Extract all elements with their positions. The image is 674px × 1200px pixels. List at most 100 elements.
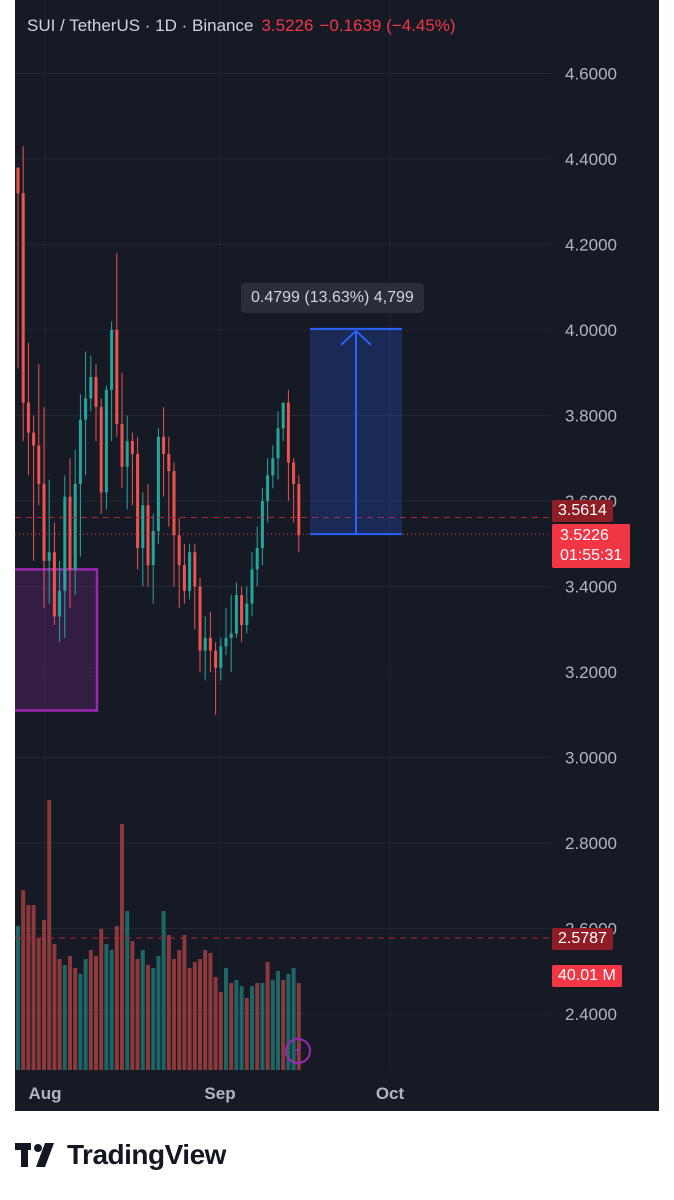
demand-zone	[15, 568, 99, 712]
price-change-label: −0.1639 (−4.45%)	[319, 16, 456, 35]
volume-bar	[270, 980, 275, 1070]
volume-bar	[291, 968, 296, 1070]
symbol-label: SUI / TetherUS · 1D · Binance	[27, 16, 254, 35]
volume-bar	[135, 959, 140, 1070]
volume-bar	[281, 980, 286, 1070]
y-tick-label: 4.6000	[565, 65, 617, 84]
candle-body	[250, 569, 254, 604]
volume-bar	[213, 977, 218, 1070]
candle-body	[151, 530, 155, 566]
candle-body	[198, 586, 202, 651]
y-tick-label: 3.8000	[565, 407, 617, 426]
volume-bar	[52, 944, 57, 1070]
volume-bar	[166, 935, 171, 1070]
candle-body	[130, 441, 134, 454]
level-high-tag: 3.5614	[552, 500, 613, 522]
candlestick-chart[interactable]: 4.60004.40004.20004.00003.80003.60003.40…	[15, 0, 659, 1111]
volume-bar	[156, 956, 161, 1070]
volume-bar	[130, 941, 135, 1070]
candle-body	[255, 548, 259, 570]
brand-name: TradingView	[67, 1139, 226, 1170]
volume-bar	[57, 959, 62, 1070]
volume-tag: 40.01 M	[552, 965, 622, 987]
last-price-label: 3.5226	[261, 16, 314, 35]
volume-bar	[99, 929, 104, 1070]
candle-body	[146, 505, 150, 566]
y-tick-label: 2.4000	[565, 1005, 617, 1024]
lightning-icon[interactable]: ⚡	[285, 1038, 311, 1064]
brand-logo: TradingView	[15, 1139, 226, 1171]
volume-bar	[296, 983, 301, 1070]
volume-bar	[218, 992, 223, 1070]
candle-body	[68, 496, 72, 570]
candle-body	[94, 377, 98, 407]
candle-body	[26, 402, 30, 433]
volume-bar	[187, 968, 192, 1070]
candle-body	[73, 483, 77, 570]
candle-body	[58, 590, 62, 617]
y-tick-label: 4.2000	[565, 236, 617, 255]
y-tick-label: 4.4000	[565, 150, 617, 169]
volume-bar	[229, 983, 234, 1070]
volume-bar	[36, 938, 41, 1070]
candle-body	[16, 167, 20, 194]
y-tick-label: 4.0000	[565, 321, 617, 340]
candle-body	[271, 458, 275, 476]
candle-body	[182, 565, 186, 591]
volume-bar	[94, 956, 98, 1070]
volume-bar	[83, 959, 88, 1070]
candle-body	[219, 646, 223, 668]
volume-bar	[151, 968, 156, 1070]
candle-body	[208, 637, 212, 651]
candle-body	[120, 424, 124, 467]
candle-body	[240, 595, 244, 625]
chart-area[interactable]: 4.60004.40004.20004.00003.80003.60003.40…	[15, 0, 659, 1111]
candle-body	[156, 436, 160, 531]
volume-bar	[62, 965, 67, 1070]
last-price-tag: 3.5226 01:55:31	[552, 524, 631, 568]
volume-bar	[16, 926, 20, 1070]
candle-body	[214, 650, 218, 668]
candle-body	[286, 402, 290, 463]
tradingview-logo-icon	[15, 1143, 54, 1167]
candle-body	[63, 496, 67, 591]
candle-body	[297, 483, 301, 536]
candle-body	[37, 445, 41, 484]
volume-bar	[265, 962, 270, 1070]
candle-body	[292, 462, 296, 484]
x-tick-label: Sep	[204, 1084, 235, 1103]
x-tick-label: Aug	[28, 1084, 61, 1103]
volume-bar	[192, 962, 197, 1070]
candle-body	[260, 501, 264, 549]
volume-bar	[47, 800, 52, 1070]
volume-bar	[88, 950, 93, 1070]
candle-body	[266, 475, 270, 501]
volume-bar	[177, 950, 182, 1070]
candle-body	[193, 552, 197, 587]
volume-bar	[73, 968, 78, 1070]
volume-bar	[203, 950, 208, 1070]
candle-body	[89, 377, 93, 399]
candle-body	[32, 432, 36, 446]
candle-body	[188, 552, 192, 591]
candle-body	[115, 330, 119, 425]
candle-body	[84, 398, 88, 420]
volume-bar	[21, 890, 26, 1070]
candle-body	[104, 389, 108, 493]
candle-body	[141, 505, 145, 549]
volume-bar	[208, 953, 213, 1070]
volume-bar	[234, 980, 239, 1070]
candle-body	[234, 595, 238, 634]
candle-body	[21, 193, 25, 403]
volume-bar	[78, 974, 83, 1070]
candle-body	[99, 406, 103, 493]
volume-bar	[140, 950, 145, 1070]
y-tick-label: 3.2000	[565, 663, 617, 682]
level-low-tag: 2.5787	[552, 928, 613, 950]
volume-bar	[31, 905, 36, 1070]
chart-header: SUI / TetherUS · 1D · Binance 3.5226 −0.16…	[27, 16, 456, 36]
volume-bar	[198, 959, 202, 1070]
volume-bar	[114, 926, 119, 1070]
volume-bar	[244, 998, 249, 1070]
measure-arrow-head	[340, 329, 372, 346]
